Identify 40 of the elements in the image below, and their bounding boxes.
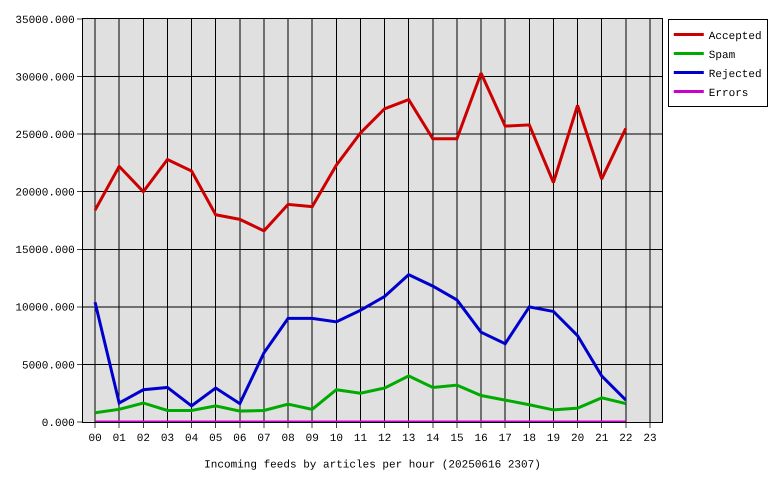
x-tick-label: 01: [112, 433, 126, 446]
x-tick-label: 22: [619, 433, 632, 446]
x-tick-label: 07: [257, 433, 271, 446]
y-tick-label: 20000.000: [15, 188, 75, 200]
x-tick-label: 14: [426, 433, 440, 446]
x-tick-label: 21: [595, 433, 609, 446]
legend-label: Accepted: [708, 30, 762, 43]
x-tick-label: 18: [522, 433, 536, 446]
x-tick-label: 20: [570, 433, 584, 446]
x-tick-label: 02: [136, 433, 150, 446]
x-tick-label: 23: [643, 433, 657, 446]
y-tick-label: 10000.000: [15, 302, 75, 315]
x-tick-label: 06: [233, 433, 246, 446]
x-tick-label: 15: [450, 433, 464, 446]
x-tick-label: 19: [546, 433, 560, 446]
x-tick-label: 10: [330, 433, 343, 446]
y-tick-label: 30000.000: [15, 72, 75, 84]
x-tick-label: 05: [209, 433, 222, 446]
x-axis-title: Incoming feeds by articles per hour (20250616 2307): [204, 459, 541, 472]
legend-label: Rejected: [708, 68, 762, 81]
y-tick-label: 25000.000: [15, 130, 75, 142]
x-tick-label: 17: [498, 433, 512, 446]
x-tick-label: 09: [306, 433, 319, 446]
line-series: [94, 273, 628, 408]
x-tick-label: 16: [474, 433, 488, 446]
x-tick-label: 03: [160, 433, 174, 446]
legend-label: Errors: [708, 88, 748, 100]
y-tick-label: 35000.000: [15, 14, 75, 27]
x-tick-label: 04: [184, 433, 199, 446]
y-tick-label: 5000.000: [22, 360, 75, 372]
line-series: [94, 72, 628, 232]
x-tick-label: 12: [378, 433, 392, 446]
x-tick-label: 00: [88, 433, 102, 446]
x-tick-label: 08: [281, 433, 295, 446]
y-tick-label: 0.000: [42, 418, 75, 430]
x-tick-label: 11: [354, 433, 368, 446]
line-series: [94, 374, 628, 414]
y-tick-label: 15000.000: [15, 245, 75, 258]
x-tick-label: 13: [402, 433, 416, 446]
legend-label: Spam: [708, 50, 736, 62]
